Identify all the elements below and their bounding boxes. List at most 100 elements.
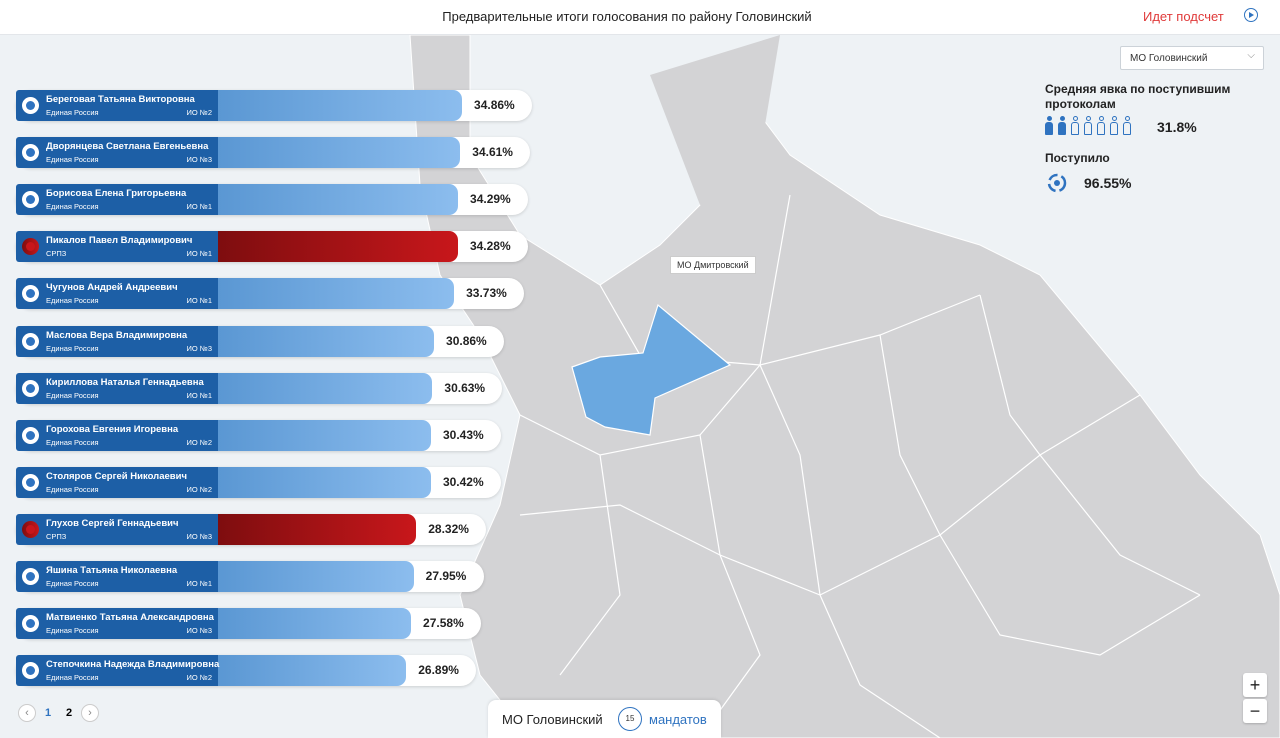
footer-panel: МО Головинский 15 мандатов — [488, 700, 721, 738]
party-logo — [22, 426, 39, 444]
person-icon — [1070, 116, 1080, 136]
candidate-row[interactable]: Матвиенко Татьяна Александровна Единая Ро… — [16, 608, 576, 640]
district-select[interactable]: МО Головинский — [1120, 44, 1264, 70]
party-logo — [22, 332, 39, 350]
received-label[interactable]: Поступило — [1045, 151, 1110, 165]
value-label: 30.63% — [444, 380, 486, 395]
party-logo — [22, 568, 39, 585]
person-body — [1110, 122, 1118, 135]
person-icon — [1083, 116, 1093, 136]
candidate-row[interactable]: Степочкина Надежда Владимировна Единая Ро… — [16, 655, 576, 687]
district-name: ИО №2 — [186, 108, 212, 117]
bar — [218, 278, 455, 310]
bar — [218, 231, 458, 263]
bar — [218, 608, 412, 640]
candidate-name: Горохова Евгения Игоревна — [46, 423, 179, 435]
zoom-out[interactable]: − — [1243, 699, 1267, 723]
candidate-name: Маслова Вера Владимировна — [46, 329, 188, 341]
candidate-header: Дворянцева Светлана Евгеньевна Единая Рос… — [16, 137, 218, 169]
person-head — [1124, 116, 1130, 121]
page-number[interactable]: 1 — [44, 707, 52, 719]
candidate-name: Кириллова Наталья Геннадьевна — [46, 376, 204, 388]
party-logo — [22, 473, 39, 491]
candidate-row[interactable]: Дворянцева Светлана Евгеньевна Единая Рос… — [16, 137, 576, 169]
person-body — [1097, 122, 1105, 135]
value-label: 26.89% — [418, 663, 459, 678]
received-icon — [1047, 173, 1067, 193]
next-page[interactable]: › — [81, 704, 99, 722]
party-name: Единая Россия — [46, 155, 99, 165]
top-bar: Предварительные итоги голосования по рай… — [0, 0, 1280, 35]
candidate-row[interactable]: Кириллова Наталья Геннадьевна Единая Росс… — [16, 372, 576, 404]
candidate-row[interactable]: Маслова Вера Владимировна Единая Россия ИО… — [16, 325, 576, 357]
candidate-header: Глухов Сергей Геннадьевич СРПЗ ИО №3 — [16, 513, 218, 545]
district-name: ИО №3 — [186, 155, 212, 165]
value-label: 27.95% — [425, 569, 467, 583]
party-logo — [22, 144, 39, 162]
value-label: 33.73% — [466, 286, 507, 301]
zoom-in[interactable]: + — [1243, 673, 1267, 697]
person-head — [1059, 116, 1065, 121]
value-label: 34.86% — [474, 98, 515, 112]
party-logo — [22, 191, 39, 209]
person-body — [1123, 122, 1131, 135]
person-icon — [1057, 116, 1067, 136]
district-name: ИО №1 — [186, 249, 212, 259]
mandates-count: 15 — [618, 707, 642, 731]
bar — [218, 466, 431, 498]
party-name: Единая Россия — [46, 579, 99, 588]
party-logo — [22, 662, 39, 680]
value-label: 30.86% — [446, 333, 487, 348]
candidate-row[interactable]: Борисова Елена Григорьевна Единая Россия И… — [16, 184, 576, 216]
candidate-row[interactable]: Горохова Евгения Игоревна Единая Россия ИО… — [16, 419, 576, 451]
bar — [218, 513, 417, 545]
candidate-row[interactable]: Глухов Сергей Геннадьевич СРПЗ ИО №3 28.32% — [16, 513, 576, 545]
value-label: 34.28% — [469, 239, 511, 254]
candidate-row[interactable]: Пикалов Павел Владимирович СРПЗ ИО №1 34.28… — [16, 231, 576, 263]
person-head — [1111, 116, 1117, 121]
value-label: 30.43% — [443, 427, 484, 442]
party-logo — [22, 238, 39, 256]
play-button[interactable] — [1244, 8, 1258, 22]
district-name: ИО №2 — [186, 484, 212, 494]
candidate-header: Чугунов Андрей Андреевич Единая Россия ИО … — [16, 278, 218, 310]
received-value: 96.55% — [1084, 175, 1132, 191]
candidate-header: Степочкина Надежда Владимировна Единая Ро… — [16, 655, 219, 687]
party-logo — [22, 520, 39, 538]
candidate-name: Пикалов Павел Владимирович — [46, 235, 193, 247]
person-icon — [1109, 116, 1119, 136]
status: Идет подсчет — [1143, 9, 1224, 24]
candidate-name: Береговая Татьяна Викторовна — [46, 94, 195, 105]
district-name: ИО №3 — [186, 531, 212, 541]
bar — [218, 372, 433, 404]
candidate-row[interactable]: Столяров Сергей Николаевич Единая Россия И… — [16, 466, 576, 498]
party-logo — [22, 615, 39, 633]
candidate-name: Дворянцева Светлана Евгеньевна — [46, 141, 209, 153]
page-number[interactable]: 2 — [65, 707, 73, 719]
district-name: ИО №3 — [186, 626, 212, 636]
party-name: Единая Россия — [46, 108, 99, 117]
district-name: ИО №1 — [186, 202, 212, 212]
page-title: Предварительные итоги голосования по рай… — [442, 9, 812, 24]
candidate-header: Столяров Сергей Николаевич Единая Россия И… — [16, 466, 218, 498]
person-body — [1045, 122, 1053, 135]
candidate-row[interactable]: Яшина Татьяна Николаевна Единая Россия ИО … — [16, 561, 576, 592]
candidate-row[interactable]: Береговая Татьяна Викторовна Единая Росси… — [16, 90, 576, 121]
party-name: Единая Россия — [46, 296, 99, 306]
prev-page[interactable]: ‹ — [18, 704, 36, 722]
person-icon — [1044, 116, 1054, 136]
candidate-row[interactable]: Чугунов Андрей Андреевич Единая Россия ИО … — [16, 278, 576, 310]
person-icon — [1122, 116, 1132, 136]
bar — [218, 90, 463, 121]
turnout-value: 31.8% — [1157, 119, 1197, 135]
person-head — [1085, 116, 1091, 121]
candidate-header: Кириллова Наталья Геннадьевна Единая Росс… — [16, 372, 218, 404]
district-name: ИО №2 — [186, 437, 212, 447]
value-label: 30.42% — [442, 474, 484, 489]
value-label: 27.58% — [423, 616, 464, 631]
value-label: 28.32% — [428, 521, 469, 536]
party-name: СРПЗ — [46, 531, 67, 541]
district-name: ИО №1 — [186, 390, 212, 400]
turnout-label: Средняя явка по поступившим протоколам — [1045, 82, 1231, 111]
